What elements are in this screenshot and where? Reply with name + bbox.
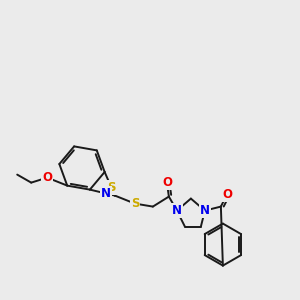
Text: S: S (107, 181, 116, 194)
Text: O: O (42, 171, 52, 184)
Text: S: S (130, 197, 139, 210)
Text: O: O (162, 176, 172, 189)
Text: O: O (222, 188, 232, 201)
Text: N: N (101, 187, 111, 200)
Text: N: N (172, 204, 182, 217)
Text: N: N (200, 204, 210, 217)
